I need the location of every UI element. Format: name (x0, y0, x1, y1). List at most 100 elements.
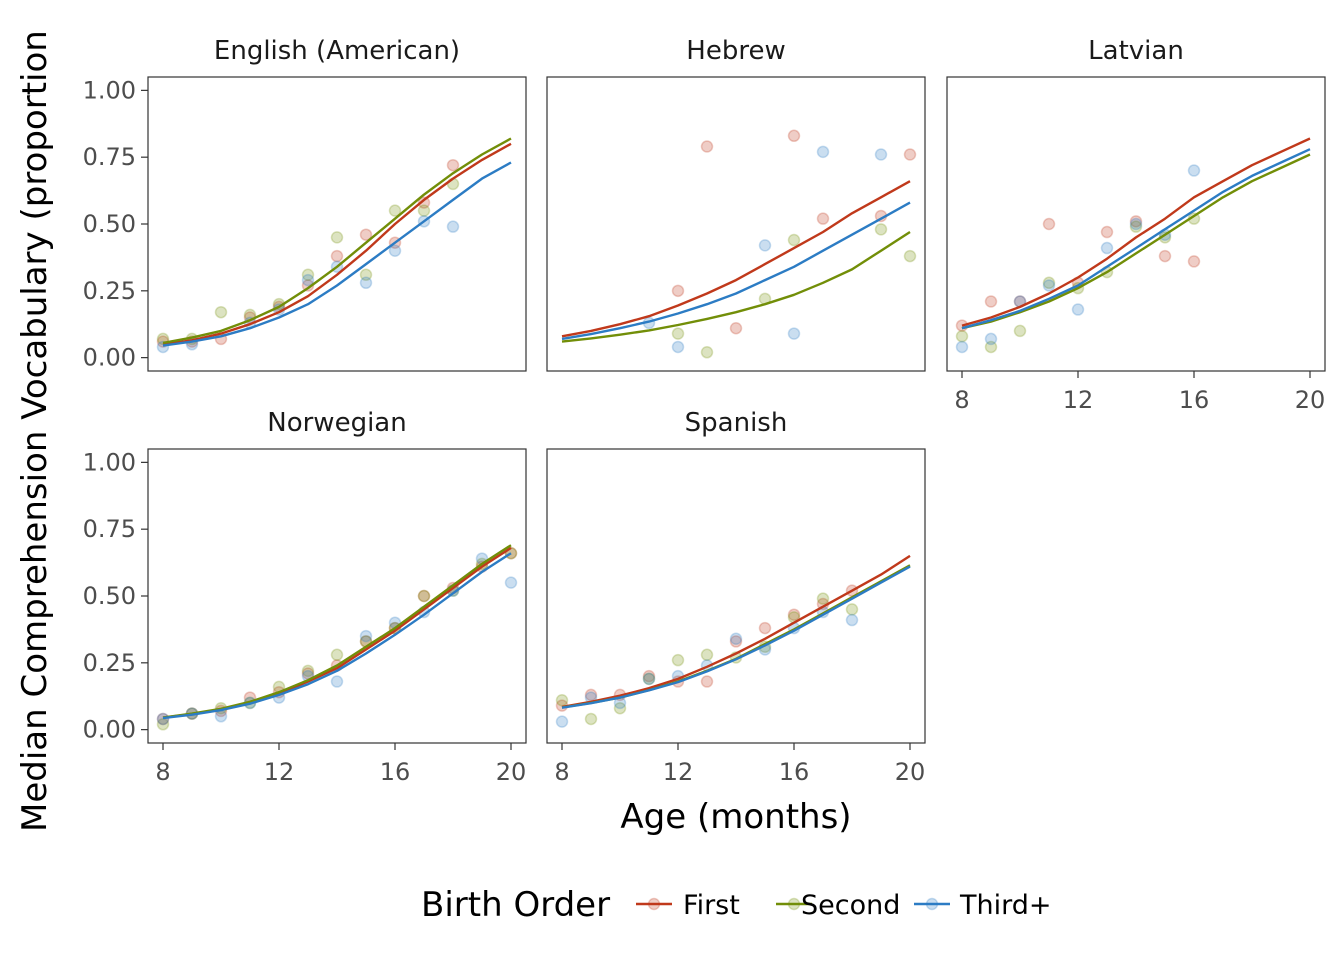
data-point-first (1042, 217, 1056, 231)
data-point-first (359, 228, 373, 241)
fit-line-second (162, 137, 512, 345)
data-point-third-plus (1071, 303, 1085, 316)
y-tick-label: 0.00 (83, 716, 136, 744)
legend-key-second (776, 897, 812, 911)
legend-key-point (647, 897, 661, 911)
data-point-second (700, 346, 714, 359)
data-point-second (214, 305, 228, 319)
data-point-third-plus (446, 220, 460, 233)
panel-latvian: Latvian 8 12 16 20 (946, 36, 1326, 414)
data-point-third-plus (1100, 241, 1114, 255)
fit-line-first (162, 546, 512, 719)
data-point-first (417, 589, 431, 603)
fit-line-first (162, 142, 512, 346)
x-tick-label: 8 (554, 758, 569, 786)
data-point-third-plus (359, 629, 373, 643)
legend: Birth Order First Second Third+ (421, 885, 1052, 925)
y-tick-label: 1.00 (83, 76, 136, 104)
data-point-first (984, 295, 998, 308)
data-point-first (1187, 255, 1201, 268)
data-point-third-plus (874, 148, 888, 161)
panel-title: Norwegian (267, 408, 406, 438)
panel-spanish: Spanish 8 12 16 20 (546, 408, 926, 786)
x-tick-label: 20 (496, 758, 527, 786)
data-point-third-plus (359, 276, 373, 290)
data-point-second (700, 648, 714, 662)
data-point-first (758, 621, 772, 635)
data-point-third-plus (214, 710, 228, 723)
y-tick-label: 0.75 (83, 143, 136, 171)
data-point-third-plus (671, 340, 685, 354)
legend-label: First (683, 890, 740, 921)
panel-title: Spanish (685, 408, 788, 438)
data-point-second (613, 702, 627, 715)
panel-english-american: English (American) 0.00 0.25 0.50 0.75 1.00 (83, 36, 527, 372)
legend-key-third-plus (914, 897, 950, 911)
panel-norwegian: Norwegian 0.00 0.25 0.50 0.75 1.00 8 12 16 20 (83, 408, 527, 786)
legend-label: Third+ (959, 890, 1052, 921)
data-point-second (1129, 220, 1143, 233)
data-point-first (671, 284, 685, 298)
data-point-second (584, 712, 598, 726)
legend-key-point (925, 897, 939, 911)
data-point-first (584, 688, 598, 702)
data-point-second (955, 330, 969, 343)
x-tick-label: 12 (663, 758, 694, 786)
panel-border (546, 76, 926, 372)
data-point-third-plus (1187, 164, 1201, 177)
data-point-second (359, 268, 373, 282)
panel-border (147, 448, 527, 744)
data-point-third-plus (330, 675, 344, 688)
x-tick-label: 12 (1063, 386, 1094, 414)
data-point-second (903, 249, 917, 263)
data-point-third-plus (504, 576, 518, 589)
panel-title: Latvian (1088, 36, 1184, 66)
fit-line-second (961, 153, 1311, 330)
data-point-third-plus (642, 672, 656, 686)
data-point-second (330, 231, 344, 244)
data-point-third-plus (1129, 217, 1143, 231)
data-point-first (330, 249, 344, 263)
legend-key-first (636, 897, 672, 911)
data-point-first (787, 608, 801, 621)
fit-line-third-plus (561, 201, 911, 341)
fit-line-third-plus (961, 148, 1311, 330)
y-tick-label: 0.00 (83, 344, 136, 372)
data-point-second (1042, 276, 1056, 290)
data-point-second (671, 327, 685, 340)
data-point-first (1129, 215, 1143, 228)
x-axis-title: Age (months) (620, 797, 851, 837)
data-point-second (301, 664, 315, 678)
data-point-second (845, 603, 859, 616)
data-point-third-plus (156, 712, 170, 726)
data-point-first (417, 196, 431, 209)
y-tick-label: 0.75 (83, 515, 136, 543)
x-tick-label: 16 (380, 758, 411, 786)
data-point-first (700, 675, 714, 688)
data-point-third-plus (301, 273, 315, 287)
x-tick-label: 16 (1179, 386, 1210, 414)
y-tick-label: 1.00 (83, 448, 136, 476)
x-tick-label: 20 (1295, 386, 1326, 414)
fit-line-first (561, 554, 911, 709)
fit-line-second (162, 544, 512, 719)
x-tick-label: 8 (155, 758, 170, 786)
data-point-third-plus (729, 632, 743, 646)
fit-line-first (561, 180, 911, 338)
legend-label: Second (801, 890, 900, 921)
data-point-second (417, 204, 431, 217)
data-point-third-plus (984, 332, 998, 346)
data-point-second (388, 204, 402, 217)
y-tick-label: 0.25 (83, 649, 136, 677)
data-point-second (874, 223, 888, 236)
data-point-first (729, 635, 743, 648)
data-point-second (642, 672, 656, 686)
y-tick-label: 0.50 (83, 582, 136, 610)
data-point-second (330, 648, 344, 662)
data-point-second (555, 693, 569, 707)
x-tick-label: 20 (895, 758, 926, 786)
data-point-second (1013, 324, 1027, 338)
panel-title: English (American) (214, 36, 460, 66)
data-point-third-plus (787, 327, 801, 340)
